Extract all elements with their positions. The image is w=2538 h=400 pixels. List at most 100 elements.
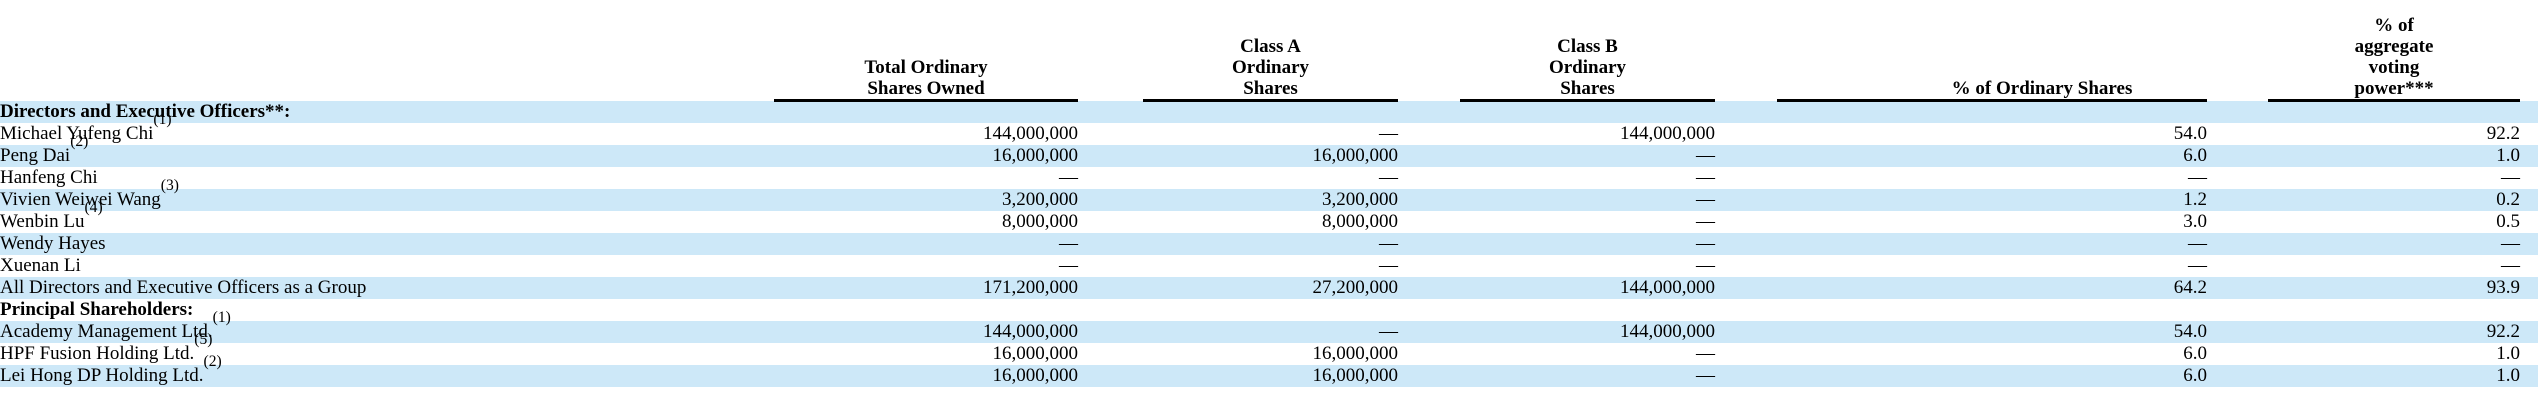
column-header-line: % of Ordinary Shares	[1951, 78, 2133, 99]
header-row: Total Ordinary Shares Owned Class A Ordinar…	[0, 0, 2538, 102]
value-cell-pct_voting: 1.0	[2496, 364, 2520, 386]
gap-cell	[1078, 299, 1143, 321]
gap-cell	[1398, 365, 1460, 387]
gap-cell	[1715, 189, 1777, 211]
value-cell-total: 16,000,000	[992, 342, 1079, 364]
holder-name-cell: Academy Management Ltd.(1)	[0, 309, 231, 342]
value-cell-total	[774, 299, 1078, 321]
value-cell-pct_ordinary: 1.2	[2183, 188, 2207, 210]
column-header-pct_voting: % of aggregate voting power***	[2268, 0, 2520, 102]
beneficial-ownership-table: Total Ordinary Shares Owned Class A Ordinar…	[0, 0, 2538, 387]
footnote-reference: (3)	[160, 177, 179, 195]
value-cell-class_b: 144,000,000	[1620, 320, 1715, 342]
holder-name-cell: Xuenan Li	[0, 254, 81, 276]
gap-cell	[2207, 255, 2268, 277]
gap-cell	[1398, 101, 1460, 123]
value-cell-pct_ordinary: —	[2188, 254, 2207, 276]
gap-cell	[2520, 211, 2538, 233]
value-cell-class_b: —	[1696, 364, 1715, 386]
column-header-line: % of	[2374, 15, 2414, 36]
value-cell-total: 144,000,000	[983, 320, 1078, 342]
gap-cell	[2520, 255, 2538, 277]
holder-name-cell: HPF Fusion Holding Ltd.(5)	[0, 331, 213, 364]
holder-name-cell: Lei Hong DP Holding Ltd.(2)	[0, 353, 222, 386]
gap-cell	[1078, 123, 1143, 145]
value-cell-class_a: —	[1379, 320, 1398, 342]
value-cell-class_b: —	[1696, 210, 1715, 232]
holder-name-cell: Peng Dai(2)	[0, 133, 89, 166]
gap-cell	[1398, 123, 1460, 145]
value-cell-class_b: —	[1696, 188, 1715, 210]
value-cell-total: 16,000,000	[992, 144, 1079, 166]
value-cell-class_b: —	[1696, 254, 1715, 276]
value-cell-class_b: —	[1696, 342, 1715, 364]
footnote-reference: (5)	[194, 331, 213, 349]
gap-cell	[2520, 167, 2538, 189]
gap-cell	[1398, 189, 1460, 211]
value-cell-class_a	[1143, 101, 1398, 123]
gap-cell	[1398, 277, 1460, 299]
value-cell-class_a: 16,000,000	[1312, 364, 1399, 386]
holder-name-cell: Directors and Executive Officers**:	[0, 100, 291, 122]
value-cell-total: —	[1059, 166, 1078, 188]
value-cell-pct_ordinary: 3.0	[2183, 210, 2207, 232]
value-cell-pct_ordinary: —	[2188, 232, 2207, 254]
column-header-line: Ordinary	[1548, 57, 1627, 78]
table-header: Total Ordinary Shares Owned Class A Ordinar…	[0, 0, 2538, 102]
holder-name-cell: Vivien Weiwei Wang(3)	[0, 177, 179, 210]
gap-cell	[2520, 145, 2538, 167]
header-gap-cell	[1398, 0, 1460, 101]
gap-cell	[1715, 233, 1777, 255]
holder-name-cell: Principal Shareholders:	[0, 298, 194, 320]
gap-cell	[2207, 167, 2268, 189]
gap-cell	[2207, 189, 2268, 211]
table-row: HPF Fusion Holding Ltd.(5) 16,000,000 16,0…	[0, 331, 2538, 365]
value-cell-total: —	[1059, 254, 1078, 276]
gap-cell	[2207, 343, 2268, 365]
gap-cell	[1715, 211, 1777, 233]
table-row: Vivien Weiwei Wang(3) 3,200,000 3,200,000 —…	[0, 177, 2538, 211]
table-row: Peng Dai(2) 16,000,000 16,000,000 — 6.0 1.0	[0, 133, 2538, 167]
gap-cell	[2207, 233, 2268, 255]
gap-cell	[1078, 255, 1143, 277]
gap-cell	[2520, 189, 2538, 211]
value-cell-pct_voting: 1.0	[2496, 342, 2520, 364]
value-cell-class_a	[1143, 299, 1398, 321]
gap-cell	[1398, 343, 1460, 365]
section-header-row: Principal Shareholders:	[0, 299, 2538, 321]
value-cell-class_a: 3,200,000	[1322, 188, 1398, 210]
column-header-line: Class B	[1557, 36, 1618, 57]
holder-name-cell: Hanfeng Chi	[0, 166, 98, 188]
gap-cell	[1715, 277, 1777, 299]
gap-cell	[1715, 167, 1777, 189]
gap-cell	[2520, 299, 2538, 321]
column-header-line: Shares	[1243, 78, 1298, 99]
gap-cell	[2520, 365, 2538, 387]
value-cell-pct_ordinary	[1777, 101, 2207, 123]
gap-cell	[1078, 343, 1143, 365]
column-header-line: voting	[2368, 57, 2420, 78]
footnote-reference: (2)	[70, 133, 89, 151]
table-row: Hanfeng Chi — — — — —	[0, 167, 2538, 189]
column-header-line: aggregate	[2354, 36, 2434, 57]
gap-cell	[1715, 299, 1777, 321]
footnote-reference: (1)	[153, 111, 172, 129]
value-cell-pct_ordinary	[1777, 299, 2207, 321]
header-gap-cell	[2520, 0, 2538, 101]
gap-cell	[1398, 167, 1460, 189]
gap-cell	[2520, 233, 2538, 255]
table-row: Wendy Hayes — — — — —	[0, 232, 2538, 255]
gap-cell	[2520, 123, 2538, 145]
value-cell-pct_voting: 0.5	[2496, 210, 2520, 232]
value-cell-total: 8,000,000	[1002, 210, 1078, 232]
value-cell-class_a: —	[1379, 122, 1398, 144]
value-cell-total	[774, 101, 1078, 123]
value-cell-class_a: 16,000,000	[1312, 144, 1399, 166]
gap-cell	[1078, 145, 1143, 167]
gap-cell	[1715, 343, 1777, 365]
gap-cell	[2520, 277, 2538, 299]
column-header-line: Class A	[1240, 36, 1301, 57]
gap-cell	[1398, 211, 1460, 233]
value-cell-total: 3,200,000	[1002, 188, 1078, 210]
holder-name-cell: Wenbin Lu(4)	[0, 199, 103, 232]
